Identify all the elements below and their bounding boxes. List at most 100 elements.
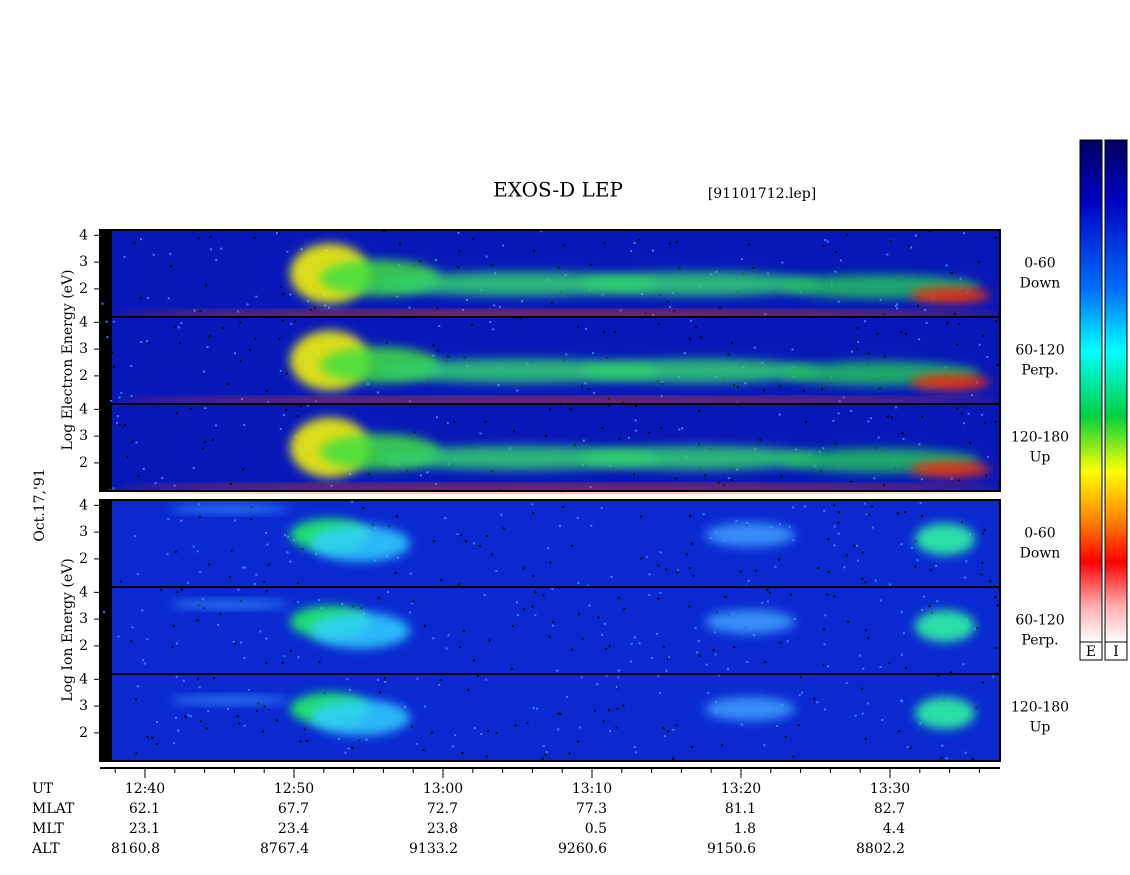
- noise: [478, 544, 481, 547]
- noise: [491, 470, 494, 473]
- noise: [675, 240, 678, 243]
- noise: [958, 323, 961, 326]
- noise: [146, 638, 149, 641]
- noise: [267, 563, 270, 566]
- noise: [204, 441, 207, 444]
- noise: [569, 408, 572, 411]
- noise: [695, 651, 698, 654]
- noise: [192, 545, 195, 548]
- noise: [834, 442, 837, 445]
- noise: [440, 679, 443, 682]
- noise: [118, 396, 121, 399]
- noise: [307, 300, 310, 303]
- noise: [698, 654, 701, 657]
- noise: [174, 550, 177, 553]
- noise: [930, 569, 933, 572]
- noise: [432, 354, 435, 357]
- noise: [764, 661, 767, 664]
- noise: [101, 302, 104, 305]
- noise: [651, 249, 654, 252]
- noise: [238, 722, 241, 725]
- noise: [446, 355, 449, 358]
- noise: [822, 628, 825, 631]
- noise: [630, 250, 633, 253]
- noise: [197, 503, 200, 506]
- noise: [781, 261, 784, 264]
- noise: [574, 443, 577, 446]
- noise: [837, 532, 840, 535]
- ephemeris-label: UT: [32, 781, 54, 797]
- noise: [674, 477, 677, 480]
- noise: [609, 729, 612, 732]
- y-tick-label: 2: [79, 725, 88, 741]
- date: Oct.17,'91: [32, 468, 48, 541]
- y-tick-label: 4: [79, 227, 88, 243]
- noise: [879, 599, 882, 602]
- noise: [265, 531, 268, 534]
- noise: [645, 555, 648, 558]
- noise: [658, 691, 661, 694]
- data-gap: [100, 500, 112, 587]
- noise: [282, 414, 285, 417]
- ephemeris-value: 81.1: [725, 801, 756, 817]
- noise: [516, 389, 519, 392]
- noise: [351, 605, 354, 608]
- noise: [914, 234, 917, 237]
- intensity-region: [580, 358, 820, 383]
- y-tick-label: 2: [79, 551, 88, 567]
- noise: [418, 259, 421, 262]
- noise: [856, 347, 859, 350]
- noise: [489, 321, 492, 324]
- noise: [617, 676, 620, 679]
- ephemeris-value: 23.4: [278, 821, 309, 837]
- ephemeris-value: 23.1: [129, 821, 160, 837]
- noise: [290, 322, 293, 325]
- noise: [889, 583, 892, 586]
- noise: [855, 544, 858, 547]
- noise: [940, 756, 943, 759]
- noise: [209, 248, 212, 251]
- noise: [663, 735, 666, 738]
- noise: [730, 479, 733, 482]
- noise: [714, 653, 717, 656]
- noise: [919, 501, 922, 504]
- noise: [124, 424, 127, 427]
- noise: [156, 720, 159, 723]
- noise: [485, 678, 488, 681]
- noise: [100, 542, 103, 545]
- noise: [801, 691, 804, 694]
- noise: [786, 640, 789, 643]
- noise: [685, 553, 688, 556]
- noise: [180, 519, 183, 522]
- noise: [173, 484, 176, 487]
- noise: [761, 601, 764, 604]
- noise: [315, 553, 318, 556]
- noise: [957, 479, 960, 482]
- noise: [873, 477, 876, 480]
- noise: [900, 653, 903, 656]
- noise: [712, 648, 715, 651]
- noise: [920, 515, 923, 518]
- noise: [137, 475, 140, 478]
- ephemeris-value: 67.7: [278, 801, 309, 817]
- noise: [936, 600, 939, 603]
- noise: [206, 346, 209, 349]
- noise: [845, 233, 848, 236]
- noise: [397, 556, 400, 559]
- noise: [779, 641, 782, 644]
- noise: [871, 526, 874, 529]
- noise: [490, 264, 493, 267]
- noise: [532, 575, 535, 578]
- noise: [605, 647, 608, 650]
- noise: [877, 436, 880, 439]
- noise: [845, 682, 848, 685]
- noise: [895, 406, 898, 409]
- noise: [498, 305, 501, 308]
- y-tick-label: 2: [79, 638, 88, 654]
- noise: [146, 735, 149, 738]
- noise: [376, 391, 379, 394]
- noise: [862, 667, 865, 670]
- noise: [460, 534, 463, 537]
- noise: [244, 566, 247, 569]
- noise: [613, 331, 616, 334]
